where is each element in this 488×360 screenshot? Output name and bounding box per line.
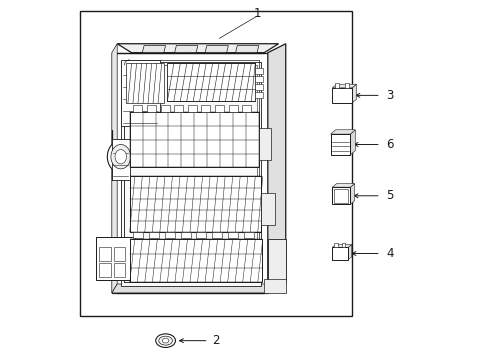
Polygon shape — [332, 84, 356, 88]
Bar — [96, 237, 135, 280]
Bar — [341, 243, 345, 247]
Bar — [80, 12, 351, 316]
Bar — [332, 187, 349, 204]
Bar — [255, 84, 263, 90]
Bar — [99, 263, 110, 277]
Bar — [113, 247, 125, 261]
Bar — [332, 247, 347, 260]
Bar — [330, 134, 349, 155]
Bar — [164, 232, 175, 238]
Polygon shape — [332, 184, 354, 187]
Bar — [147, 105, 156, 112]
Bar — [129, 176, 260, 232]
Polygon shape — [112, 44, 117, 293]
Bar — [133, 105, 142, 112]
Bar — [212, 232, 222, 238]
Text: 1: 1 — [253, 7, 260, 20]
Bar — [215, 105, 224, 112]
Text: 2: 2 — [212, 334, 219, 347]
Polygon shape — [117, 44, 278, 53]
Bar — [112, 139, 129, 180]
Ellipse shape — [162, 338, 168, 343]
Bar — [160, 105, 169, 112]
Bar — [332, 88, 351, 103]
Ellipse shape — [159, 336, 172, 345]
Text: 5: 5 — [386, 189, 393, 202]
Bar — [129, 239, 262, 282]
Polygon shape — [235, 45, 258, 53]
Polygon shape — [330, 130, 355, 134]
Bar — [99, 247, 110, 261]
Bar — [242, 105, 251, 112]
Ellipse shape — [115, 149, 126, 164]
Ellipse shape — [107, 140, 134, 173]
Bar — [126, 63, 163, 103]
Bar — [174, 105, 183, 112]
Polygon shape — [351, 84, 356, 103]
Text: 4: 4 — [386, 247, 393, 260]
Bar — [335, 82, 338, 88]
Polygon shape — [112, 284, 285, 293]
Bar — [228, 105, 237, 112]
Bar — [258, 128, 271, 160]
Bar — [133, 232, 143, 238]
Bar — [187, 105, 196, 112]
Bar — [124, 65, 257, 282]
Bar — [255, 92, 263, 98]
Bar — [129, 112, 258, 167]
Bar — [333, 189, 348, 203]
Ellipse shape — [111, 144, 130, 169]
Polygon shape — [349, 184, 354, 204]
Bar — [121, 60, 160, 126]
Bar — [201, 105, 210, 112]
Bar — [121, 62, 260, 286]
Polygon shape — [349, 130, 355, 155]
Bar — [167, 63, 255, 101]
Polygon shape — [112, 53, 267, 293]
Bar — [180, 232, 190, 238]
Bar — [244, 232, 253, 238]
Bar — [227, 232, 238, 238]
Bar — [334, 243, 337, 247]
Bar — [255, 76, 263, 82]
Bar — [113, 263, 125, 277]
Polygon shape — [347, 244, 351, 260]
Bar — [196, 232, 206, 238]
Text: 3: 3 — [386, 89, 393, 102]
Polygon shape — [267, 44, 285, 293]
Ellipse shape — [155, 334, 175, 347]
Polygon shape — [174, 45, 198, 53]
Bar — [255, 68, 263, 74]
Bar — [267, 239, 285, 282]
Polygon shape — [332, 244, 351, 247]
Bar — [260, 193, 274, 225]
Bar — [149, 232, 159, 238]
Polygon shape — [142, 45, 165, 53]
Bar — [345, 82, 348, 88]
Polygon shape — [204, 45, 228, 53]
Text: 6: 6 — [386, 138, 393, 151]
Bar — [264, 279, 285, 293]
